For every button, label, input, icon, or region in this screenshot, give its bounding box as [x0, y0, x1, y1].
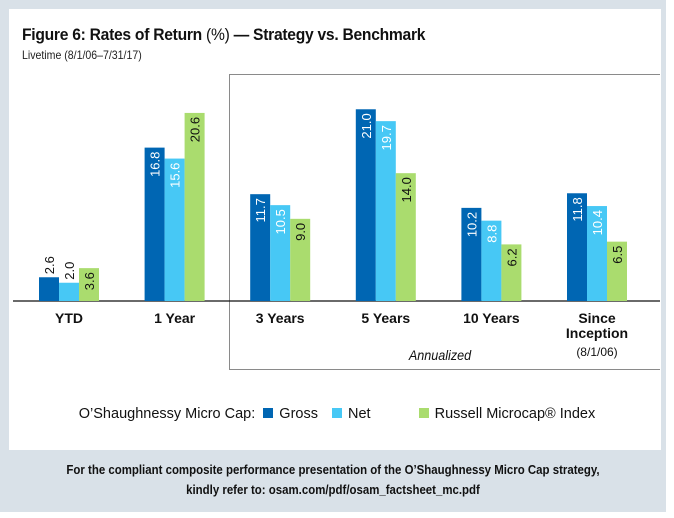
bar-gross-2: [250, 194, 271, 301]
category-label-1: 1 Year: [154, 310, 196, 326]
footer-line-1: For the compliant composite performance …: [66, 462, 600, 477]
category-label-5-0: Since: [578, 310, 616, 326]
value-label-net-5: 10.4: [590, 210, 605, 235]
chart-subtitle: Livetime (8/1/06–7/31/17): [22, 48, 142, 62]
legend-label-gross: Gross: [279, 406, 318, 422]
category-label-4: 10 Years: [463, 310, 520, 326]
legend: O’Shaughnessy Micro Cap: Gross Net Russe…: [0, 406, 674, 422]
footer-note: For the compliant composite performance …: [0, 460, 666, 500]
bar-gross-0: [39, 277, 59, 301]
chart-title: Figure 6: Rates of Return (%) — Strategy…: [22, 25, 425, 45]
bar-russell-3: [395, 173, 416, 301]
title-main: Figure 6: Rates of Return: [22, 25, 202, 44]
value-label-net-2: 10.5: [273, 209, 288, 234]
value-label-net-1: 15.6: [168, 163, 183, 188]
value-label-gross-1: 16.8: [148, 152, 163, 177]
value-label-russell-4: 6.2: [504, 248, 519, 266]
annualized-label: Annualized: [408, 347, 472, 363]
title-pct: (%): [206, 25, 230, 44]
value-label-net-0: 2.0: [62, 262, 77, 280]
value-label-net-3: 19.7: [379, 125, 394, 150]
value-label-russell-0: 3.6: [82, 272, 97, 290]
value-label-gross-0: 2.6: [42, 256, 57, 274]
legend-swatch-russell: [418, 408, 429, 418]
bar-gross-4: [461, 207, 482, 301]
title-rest: — Strategy vs. Benchmark: [233, 25, 426, 44]
category-label-2: 3 Years: [256, 310, 305, 326]
bar-chart: 2.6 2.0 3.6 YTD 16.8 15.6 20.6 1 Year 11.7 10.5 9.…: [13, 109, 660, 359]
bar-russell-2: [290, 218, 311, 301]
legend-prefix: O’Shaughnessy Micro Cap:: [78, 406, 256, 422]
bar-net-3: [375, 121, 396, 301]
value-label-russell-3: 14.0: [399, 177, 414, 202]
legend-swatch-net: [332, 408, 342, 418]
legend-label-net: Net: [348, 406, 371, 422]
value-label-gross-2: 11.7: [253, 198, 268, 222]
value-label-gross-5: 11.8: [570, 197, 585, 221]
bar-net-0: [59, 282, 79, 301]
bar-net-2: [270, 205, 291, 301]
value-label-russell-2: 9.0: [293, 223, 308, 241]
bar-gross-5: [567, 193, 587, 301]
bar-net-4: [481, 220, 502, 301]
footer-line-2: kindly refer to: osam.com/pdf/osam_facts…: [186, 482, 480, 497]
legend-swatch-gross: [263, 408, 274, 418]
annualized-box: [229, 74, 660, 370]
bar-gross-1: [144, 147, 165, 301]
bar-gross-3: [355, 109, 376, 302]
category-sublabel-5: (8/1/06): [576, 345, 617, 359]
value-label-russell-1: 20.6: [188, 117, 203, 142]
category-label-5-1: Inception: [566, 325, 628, 341]
value-label-russell-5: 6.5: [610, 246, 625, 264]
legend-label-russell: Russell Microcap® Index: [434, 406, 596, 422]
bar-russell-4: [501, 244, 522, 301]
value-label-gross-3: 21.0: [359, 113, 374, 138]
value-label-gross-4: 10.2: [464, 212, 479, 237]
bar-net-5: [587, 206, 607, 301]
chart-panel: [9, 9, 661, 450]
bar-russell-5: [607, 241, 627, 301]
value-label-net-4: 8.8: [484, 225, 499, 243]
category-label-3: 5 Years: [361, 310, 410, 326]
bar-russell-1: [184, 112, 205, 301]
bar-russell-0: [79, 268, 99, 301]
category-label-0: YTD: [55, 310, 83, 326]
bar-net-1: [164, 158, 185, 301]
